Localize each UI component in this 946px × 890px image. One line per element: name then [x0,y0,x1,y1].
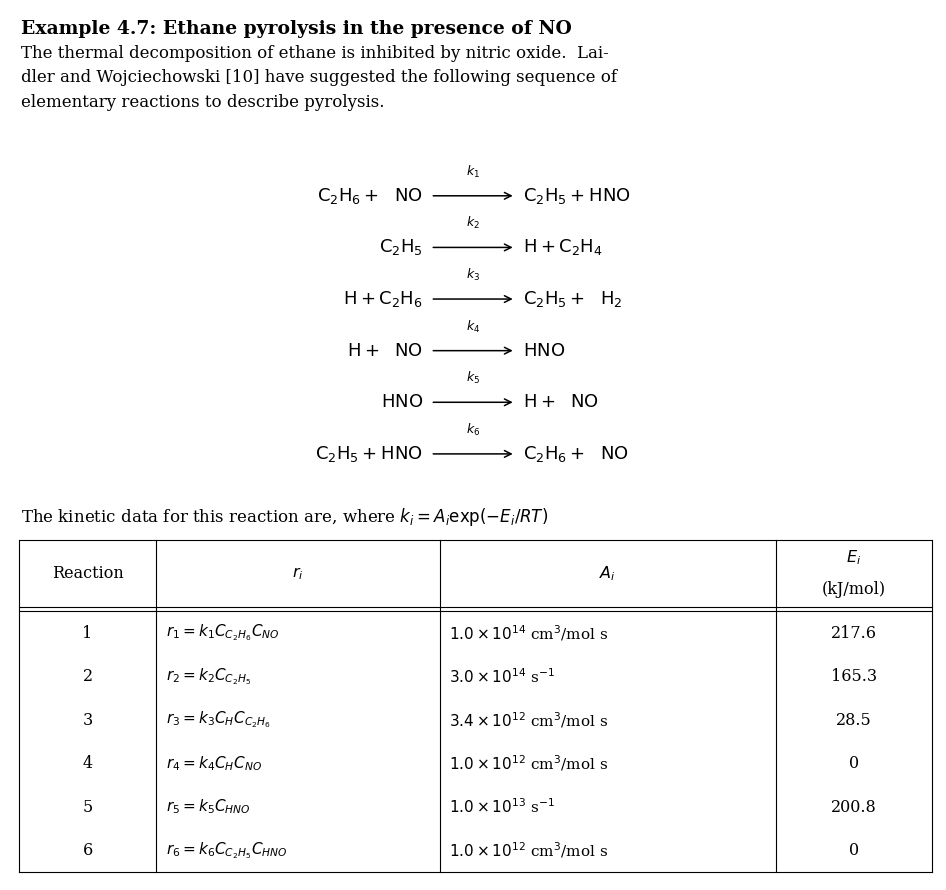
Text: $r_1 = k_1 C_{C_2H_6} C_{NO}$: $r_1 = k_1 C_{C_2H_6} C_{NO}$ [166,623,279,643]
Text: $k_2$: $k_2$ [466,215,480,231]
Text: $\mathrm{H +\ \ NO}$: $\mathrm{H +\ \ NO}$ [347,342,423,360]
Text: 1: 1 [82,625,93,642]
Text: $\mathrm{H + C_2H_4}$: $\mathrm{H + C_2H_4}$ [523,238,603,257]
Text: $\mathrm{C_2H_5 + HNO}$: $\mathrm{C_2H_5 + HNO}$ [315,444,423,464]
Text: $3.4 \times 10^{12}$ cm$^3$/mol s: $3.4 \times 10^{12}$ cm$^3$/mol s [449,710,608,730]
Text: 4: 4 [82,755,93,772]
Text: $k_4$: $k_4$ [465,319,481,335]
Text: $k_6$: $k_6$ [465,422,481,438]
Text: 3: 3 [82,712,93,729]
Text: $k_3$: $k_3$ [466,267,480,283]
Text: (kJ/mol): (kJ/mol) [822,581,885,598]
Text: 6: 6 [82,842,93,859]
Text: $\mathrm{HNO}$: $\mathrm{HNO}$ [523,342,566,360]
Text: 5: 5 [82,798,93,815]
Text: $\mathrm{C_2H_5 + HNO}$: $\mathrm{C_2H_5 + HNO}$ [523,186,631,206]
Text: $r_i$: $r_i$ [292,565,304,582]
Text: $1.0 \times 10^{14}$ cm$^3$/mol s: $1.0 \times 10^{14}$ cm$^3$/mol s [449,623,608,643]
Text: $r_6 = k_6 C_{C_2H_5} C_{HNO}$: $r_6 = k_6 C_{C_2H_5} C_{HNO}$ [166,840,288,861]
Text: 200.8: 200.8 [831,798,877,815]
Text: 165.3: 165.3 [831,668,877,685]
Text: $\mathrm{C_2H_6 +\ \ NO}$: $\mathrm{C_2H_6 +\ \ NO}$ [317,186,423,206]
Text: $\mathrm{C_2H_5}$: $\mathrm{C_2H_5}$ [379,238,423,257]
Text: $1.0 \times 10^{13}$ s$^{-1}$: $1.0 \times 10^{13}$ s$^{-1}$ [449,797,555,816]
Text: 217.6: 217.6 [831,625,877,642]
Text: 2: 2 [82,668,93,685]
Text: $\mathrm{C_2H_5 +\ \ H_2}$: $\mathrm{C_2H_5 +\ \ H_2}$ [523,289,622,309]
Text: $k_1$: $k_1$ [466,164,480,180]
Text: Reaction: Reaction [52,565,123,582]
Text: 0: 0 [849,842,859,859]
Text: 28.5: 28.5 [836,712,871,729]
Text: $1.0 \times 10^{12}$ cm$^3$/mol s: $1.0 \times 10^{12}$ cm$^3$/mol s [449,754,608,773]
Text: $A_i$: $A_i$ [600,564,616,583]
Text: dler and Wojciechowski [10] have suggested the following sequence of: dler and Wojciechowski [10] have suggest… [21,69,617,86]
Text: Example 4.7: Ethane pyrolysis in the presence of NO: Example 4.7: Ethane pyrolysis in the pre… [21,20,571,37]
Text: $E_i$: $E_i$ [846,548,862,567]
Text: $1.0 \times 10^{12}$ cm$^3$/mol s: $1.0 \times 10^{12}$ cm$^3$/mol s [449,841,608,861]
Text: $\mathrm{H + C_2H_6}$: $\mathrm{H + C_2H_6}$ [343,289,423,309]
Text: $\mathrm{C_2H_6 +\ \ NO}$: $\mathrm{C_2H_6 +\ \ NO}$ [523,444,629,464]
Text: $r_5 = k_5 C_{HNO}$: $r_5 = k_5 C_{HNO}$ [166,797,251,816]
Text: $r_3 = k_3 C_H C_{C_2H_6}$: $r_3 = k_3 C_H C_{C_2H_6}$ [166,710,271,731]
Text: The kinetic data for this reaction are, where $k_i = A_i \exp(-E_i/RT)$: The kinetic data for this reaction are, … [21,506,548,528]
Text: 0: 0 [849,755,859,772]
Text: $\mathrm{H +\ \ NO}$: $\mathrm{H +\ \ NO}$ [523,393,599,411]
Text: $k_5$: $k_5$ [466,370,480,386]
Text: $r_4 = k_4 C_H C_{NO}$: $r_4 = k_4 C_H C_{NO}$ [166,754,261,773]
Text: $r_2 = k_2 C_{C_2H_5}$: $r_2 = k_2 C_{C_2H_5}$ [166,667,251,687]
Text: $\mathrm{HNO}$: $\mathrm{HNO}$ [380,393,423,411]
Text: elementary reactions to describe pyrolysis.: elementary reactions to describe pyrolys… [21,94,384,111]
Text: $3.0 \times 10^{14}$ s$^{-1}$: $3.0 \times 10^{14}$ s$^{-1}$ [449,668,555,686]
Text: The thermal decomposition of ethane is inhibited by nitric oxide.  Lai-: The thermal decomposition of ethane is i… [21,44,608,61]
